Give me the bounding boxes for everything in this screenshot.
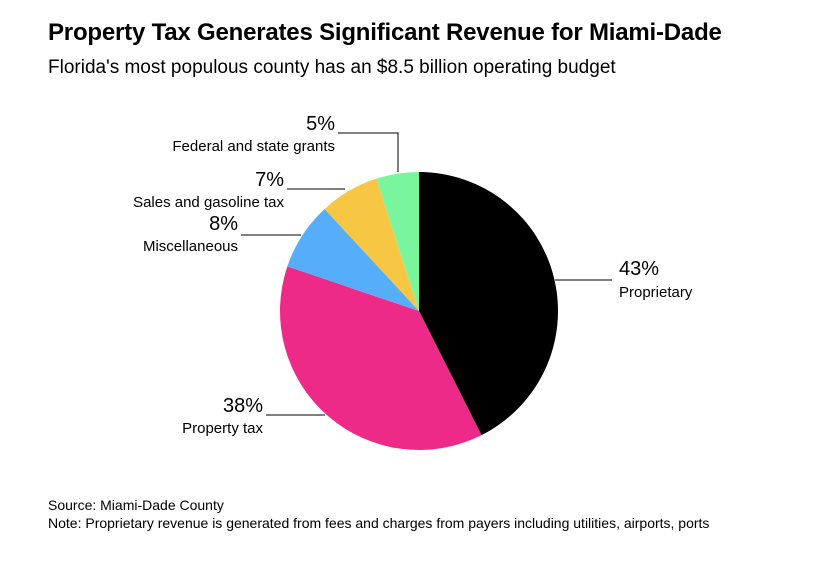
slice-category-label: Miscellaneous xyxy=(143,238,238,255)
pie-slice-property-tax xyxy=(280,266,482,450)
chart-subtitle: Florida's most populous county has an $8… xyxy=(48,57,616,78)
pie-slice-federal-and-state-grants xyxy=(376,172,419,311)
pie-slice-sales-and-gasoline-tax xyxy=(324,178,419,311)
slice-category-label: Property tax xyxy=(182,420,263,437)
slice-percent-label: 7% xyxy=(255,169,284,191)
footnote: Note: Proprietary revenue is generated f… xyxy=(48,515,710,531)
slice-percent-label: 8% xyxy=(209,213,238,235)
slice-percent-label: 43% xyxy=(619,258,659,280)
source-note: Source: Miami-Dade County xyxy=(48,497,224,513)
slice-percent-label: 38% xyxy=(223,395,263,417)
leader-line xyxy=(338,132,399,172)
slice-category-label: Sales and gasoline tax xyxy=(133,194,284,211)
pie-slice-miscellaneous xyxy=(287,208,419,311)
slice-percent-label: 5% xyxy=(306,113,335,135)
slice-category-label: Proprietary xyxy=(619,284,693,301)
pie-slice-proprietary xyxy=(419,172,558,436)
slice-category-label: Federal and state grants xyxy=(172,138,335,155)
chart-title: Property Tax Generates Significant Reven… xyxy=(48,19,722,46)
